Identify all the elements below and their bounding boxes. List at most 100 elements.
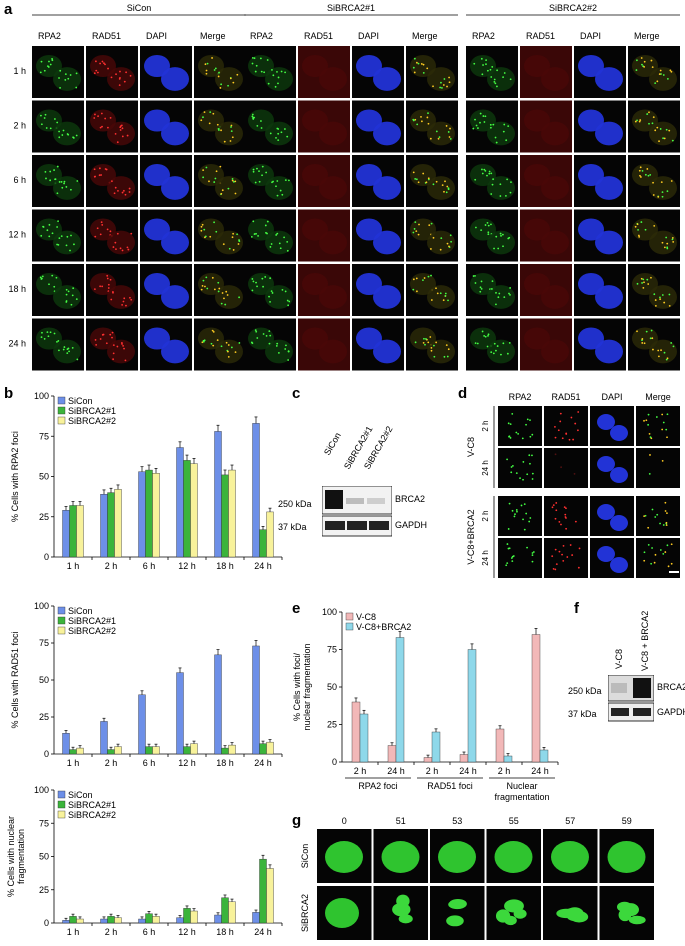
group-label: V-C8+BRCA2 (466, 509, 476, 564)
focus-dot (477, 127, 479, 129)
focus-dot (665, 524, 668, 527)
focus-dot (261, 277, 264, 280)
focus-dot (449, 127, 451, 130)
focus-dot (495, 291, 497, 294)
nucleus (90, 163, 116, 187)
focus-dot (555, 502, 558, 504)
focus-dot (286, 240, 289, 243)
live-image-cell (430, 886, 485, 940)
focus-dot (43, 69, 46, 72)
focus-dot (123, 297, 126, 300)
micrograph-cell (544, 538, 588, 578)
channel-label: RAD51 (551, 392, 580, 402)
bar (62, 510, 70, 558)
focus-dot (637, 228, 639, 231)
focus-dot (264, 276, 267, 278)
nucleus (325, 898, 359, 928)
focus-dot (252, 220, 255, 223)
focus-dot (115, 73, 117, 76)
focus-dot (412, 119, 415, 122)
nucleus (161, 67, 189, 91)
legend-swatch (57, 606, 66, 615)
focus-dot (441, 184, 444, 186)
focus-dot (123, 80, 126, 83)
nucleus (632, 109, 658, 132)
focus-dot (417, 62, 420, 65)
focus-dot (671, 238, 674, 241)
focus-dot (487, 233, 490, 236)
focus-dot (531, 433, 534, 436)
legend-label: SiBRCA2#1 (68, 406, 116, 416)
focus-dot (484, 169, 487, 172)
focus-dot (423, 337, 425, 340)
focus-dot (212, 344, 215, 347)
focus-dot (557, 429, 560, 432)
focus-dot (76, 180, 79, 182)
focus-dot (228, 247, 231, 250)
nuclear-fragment (628, 915, 646, 925)
focus-dot (95, 60, 97, 63)
nucleus (356, 54, 382, 78)
y-tick-label: 50 (39, 675, 49, 685)
focus-dot (475, 226, 477, 229)
nucleus (595, 121, 623, 146)
bar (221, 747, 229, 755)
focus-dot (220, 345, 223, 348)
focus-dot (661, 191, 664, 193)
focus-dot (555, 509, 558, 512)
y-tick-label: 0 (44, 749, 49, 759)
focus-dot (271, 69, 273, 71)
focus-dot (220, 129, 222, 132)
focus-dot (93, 117, 96, 119)
focus-dot (217, 290, 220, 293)
focus-dot (222, 243, 225, 246)
blot-image-f (608, 675, 654, 722)
focus-dot (213, 69, 216, 71)
focus-dot (105, 342, 108, 345)
focus-dot (664, 510, 667, 512)
bar (107, 749, 115, 755)
focus-dot (107, 126, 109, 129)
nucleus (36, 109, 62, 132)
focus-dot (256, 285, 258, 288)
focus-dot (423, 277, 426, 279)
focus-dot (234, 351, 237, 354)
x-tick-label: 12 h (178, 561, 196, 571)
focus-dot (258, 170, 260, 173)
nucleus (578, 109, 604, 132)
x-tick-label: 24 h (531, 766, 549, 776)
focus-dot (201, 223, 204, 226)
nucleus (410, 218, 436, 241)
focus-dot (439, 86, 442, 89)
nucleus (607, 841, 646, 873)
nucleus (597, 504, 615, 520)
legend-swatch (57, 790, 66, 799)
focus-dot (126, 246, 129, 249)
focus-dot (445, 125, 448, 127)
y-tick-label: 0 (44, 918, 49, 928)
bar (228, 744, 236, 755)
chart-rad51-foci: 0 25 50 75 100 % Cells with RAD51 foci 1 h 2 h 6… (10, 601, 283, 768)
bar (183, 460, 191, 558)
focus-dot (444, 294, 447, 297)
legend-label: V-C8 (356, 612, 376, 622)
bar (190, 743, 198, 755)
nucleus (494, 841, 533, 873)
focus-dot (644, 228, 647, 231)
nucleus (90, 272, 116, 296)
panel-letter-g: g (292, 812, 302, 829)
focus-dot (436, 292, 439, 295)
focus-dot (482, 64, 484, 66)
focus-dot (71, 346, 74, 349)
focus-dot (526, 418, 529, 421)
focus-dot (122, 345, 124, 347)
legend-swatch (57, 800, 66, 809)
y-tick-label: 25 (39, 512, 49, 522)
nucleus (302, 109, 328, 132)
focus-dot (130, 232, 133, 235)
band-label-brca2-f: BRCA2 (657, 682, 685, 692)
focus-dot (653, 224, 656, 227)
channel-label: DAPI (358, 31, 379, 41)
focus-dot (119, 76, 121, 79)
nuclear-fragment (618, 908, 632, 922)
